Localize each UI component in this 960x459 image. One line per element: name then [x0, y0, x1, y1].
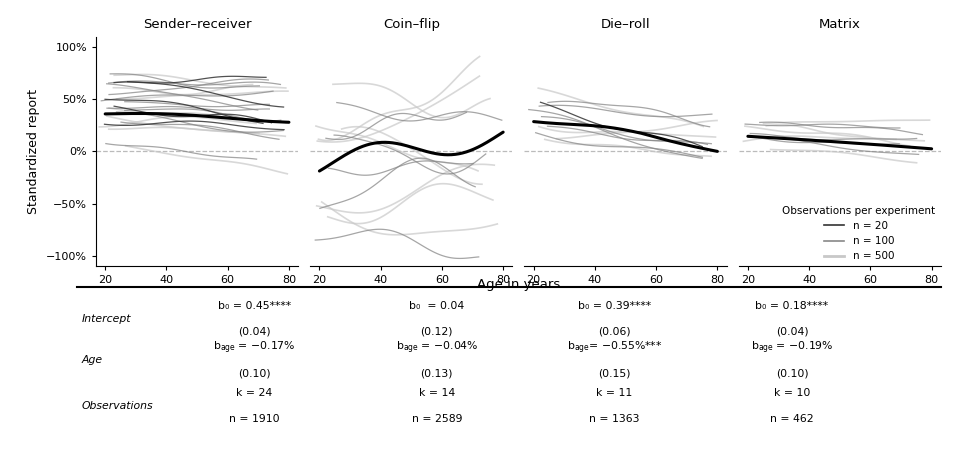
Text: Observations: Observations: [82, 401, 154, 411]
Text: (0.04): (0.04): [238, 327, 271, 337]
Text: n = 2589: n = 2589: [412, 414, 462, 424]
Text: (0.13): (0.13): [420, 368, 453, 378]
Text: k = 11: k = 11: [596, 388, 633, 398]
Text: b$_{\mathrm{age}}$ = −0.17%: b$_{\mathrm{age}}$ = −0.17%: [213, 339, 296, 356]
Title: Sender–receiver: Sender–receiver: [143, 18, 252, 31]
Y-axis label: Standardized report: Standardized report: [28, 89, 40, 214]
Text: b$_{\mathrm{age}}$= −0.55%***: b$_{\mathrm{age}}$= −0.55%***: [566, 339, 662, 356]
Text: n = 1363: n = 1363: [589, 414, 639, 424]
Text: k = 24: k = 24: [236, 388, 273, 398]
Text: (0.06): (0.06): [598, 327, 631, 337]
Text: Age in years: Age in years: [477, 278, 560, 291]
Title: Matrix: Matrix: [819, 18, 861, 31]
Text: n = 1910: n = 1910: [229, 414, 279, 424]
Text: (0.10): (0.10): [776, 368, 808, 378]
Title: Coin–flip: Coin–flip: [383, 18, 440, 31]
Text: (0.12): (0.12): [420, 327, 453, 337]
Text: b₀ = 0.18****: b₀ = 0.18****: [756, 301, 828, 311]
Text: b₀ = 0.45****: b₀ = 0.45****: [218, 301, 291, 311]
Text: Intercept: Intercept: [82, 314, 132, 324]
Text: b$_{\mathrm{age}}$ = −0.04%: b$_{\mathrm{age}}$ = −0.04%: [396, 339, 478, 356]
Legend: n = 20, n = 100, n = 500: n = 20, n = 100, n = 500: [779, 202, 940, 266]
Text: n = 462: n = 462: [770, 414, 814, 424]
Text: (0.10): (0.10): [238, 368, 271, 378]
Text: b₀ = 0.39****: b₀ = 0.39****: [578, 301, 651, 311]
Text: b$_{\mathrm{age}}$ = −0.19%: b$_{\mathrm{age}}$ = −0.19%: [751, 339, 833, 356]
Text: (0.15): (0.15): [598, 368, 631, 378]
Text: (0.04): (0.04): [776, 327, 808, 337]
Text: b₀  = 0.04: b₀ = 0.04: [409, 301, 465, 311]
Text: Age: Age: [82, 355, 103, 365]
Text: k = 14: k = 14: [419, 388, 455, 398]
Title: Die–roll: Die–roll: [601, 18, 650, 31]
Text: k = 10: k = 10: [774, 388, 810, 398]
